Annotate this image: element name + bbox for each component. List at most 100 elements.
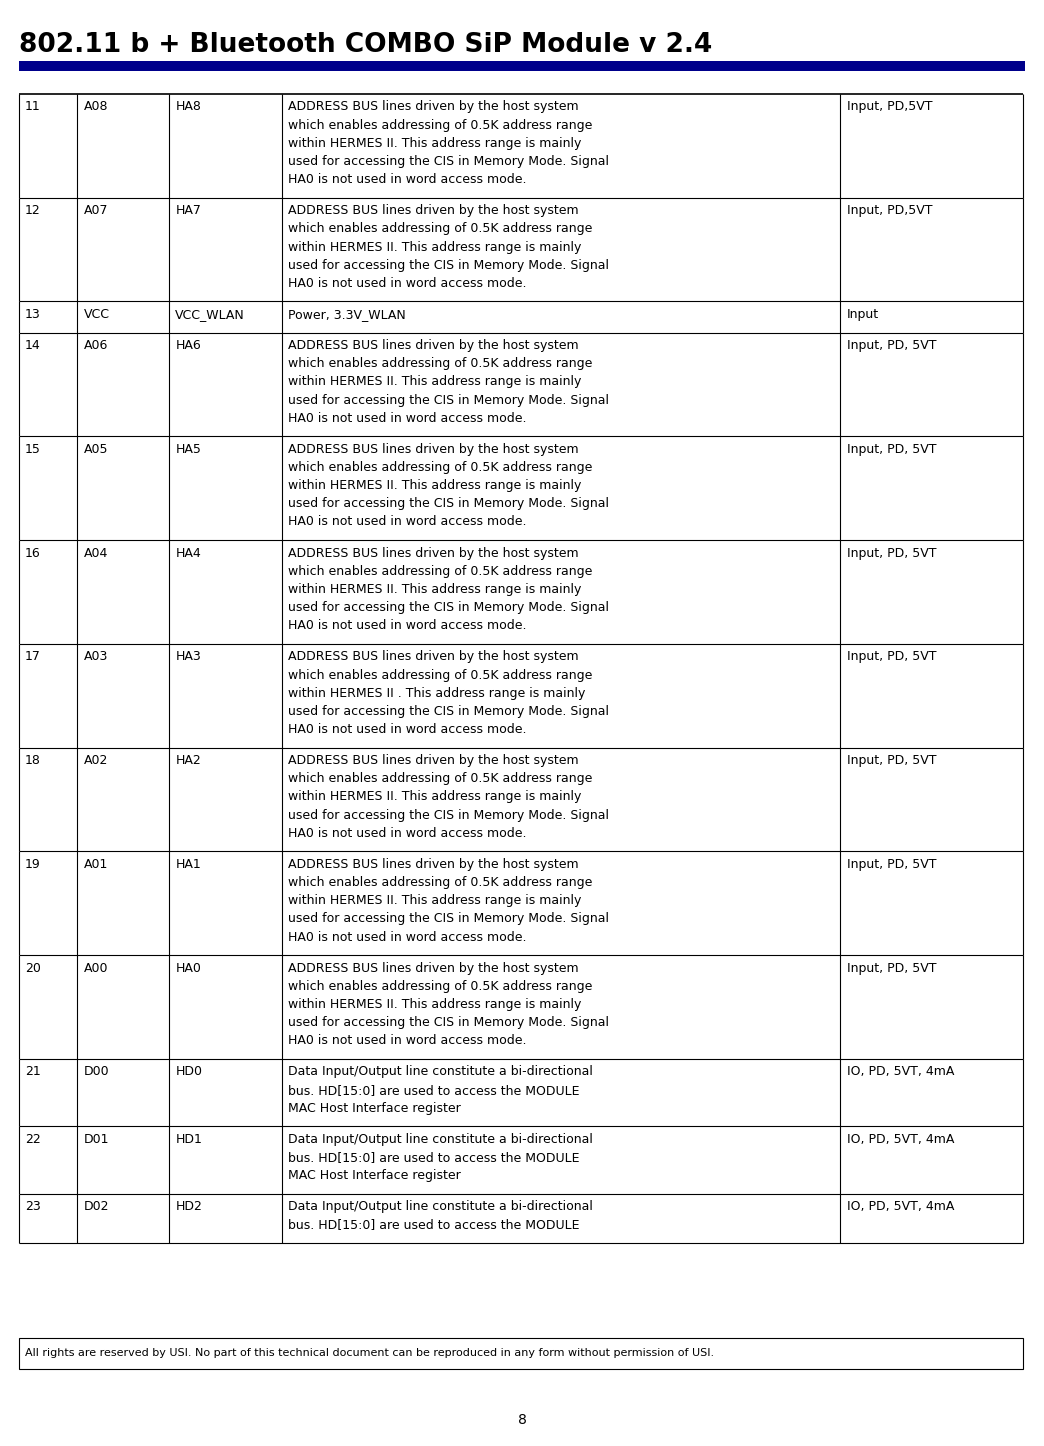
Text: HA8: HA8 xyxy=(175,100,201,113)
Text: within HERMES II. This address range is mainly: within HERMES II. This address range is … xyxy=(288,894,582,907)
Text: D02: D02 xyxy=(84,1200,109,1213)
Text: Data Input/Output line constitute a bi-directional: Data Input/Output line constitute a bi-d… xyxy=(288,1132,593,1145)
Bar xyxy=(19,1338,1023,1369)
Text: IO, PD, 5VT, 4mA: IO, PD, 5VT, 4mA xyxy=(847,1132,954,1145)
Text: which enables addressing of 0.5K address range: which enables addressing of 0.5K address… xyxy=(288,119,593,132)
Text: Input, PD, 5VT: Input, PD, 5VT xyxy=(847,340,936,353)
Text: HA0 is not used in word access mode.: HA0 is not used in word access mode. xyxy=(288,276,526,289)
Text: 15: 15 xyxy=(25,442,41,455)
Text: used for accessing the CIS in Memory Mode. Signal: used for accessing the CIS in Memory Mod… xyxy=(288,1017,609,1030)
Text: HA0: HA0 xyxy=(175,962,201,975)
Text: HA0 is not used in word access mode.: HA0 is not used in word access mode. xyxy=(288,619,526,632)
Text: HA5: HA5 xyxy=(175,442,201,455)
Text: Data Input/Output line constitute a bi-directional: Data Input/Output line constitute a bi-d… xyxy=(288,1200,593,1213)
Text: 16: 16 xyxy=(25,547,41,560)
Text: A02: A02 xyxy=(84,755,108,768)
Text: ADDRESS BUS lines driven by the host system: ADDRESS BUS lines driven by the host sys… xyxy=(288,340,578,353)
Text: 23: 23 xyxy=(25,1200,41,1213)
Text: ADDRESS BUS lines driven by the host system: ADDRESS BUS lines driven by the host sys… xyxy=(288,547,578,560)
Text: A00: A00 xyxy=(84,962,108,975)
Text: Input, PD,5VT: Input, PD,5VT xyxy=(847,204,932,217)
Text: used for accessing the CIS in Memory Mode. Signal: used for accessing the CIS in Memory Mod… xyxy=(288,393,609,406)
Text: which enables addressing of 0.5K address range: which enables addressing of 0.5K address… xyxy=(288,772,593,785)
Text: bus. HD[15:0] are used to access the MODULE: bus. HD[15:0] are used to access the MOD… xyxy=(288,1151,579,1164)
Text: Input, PD, 5VT: Input, PD, 5VT xyxy=(847,755,936,768)
Text: 17: 17 xyxy=(25,651,41,664)
Text: within HERMES II. This address range is mainly: within HERMES II. This address range is … xyxy=(288,240,582,253)
Bar xyxy=(19,61,1025,71)
Text: HA0 is not used in word access mode.: HA0 is not used in word access mode. xyxy=(288,1034,526,1047)
Text: Input, PD, 5VT: Input, PD, 5VT xyxy=(847,857,936,870)
Text: used for accessing the CIS in Memory Mode. Signal: used for accessing the CIS in Memory Mod… xyxy=(288,259,609,272)
Text: ADDRESS BUS lines driven by the host system: ADDRESS BUS lines driven by the host sys… xyxy=(288,442,578,455)
Text: HD1: HD1 xyxy=(175,1132,203,1145)
Text: within HERMES II. This address range is mainly: within HERMES II. This address range is … xyxy=(288,583,582,596)
Text: D00: D00 xyxy=(84,1066,110,1079)
Text: ADDRESS BUS lines driven by the host system: ADDRESS BUS lines driven by the host sys… xyxy=(288,962,578,975)
Text: within HERMES II. This address range is mainly: within HERMES II. This address range is … xyxy=(288,137,582,150)
Text: D01: D01 xyxy=(84,1132,109,1145)
Text: A01: A01 xyxy=(84,857,108,870)
Text: within HERMES II. This address range is mainly: within HERMES II. This address range is … xyxy=(288,479,582,492)
Text: A03: A03 xyxy=(84,651,108,664)
Text: which enables addressing of 0.5K address range: which enables addressing of 0.5K address… xyxy=(288,461,593,474)
Text: HA0 is not used in word access mode.: HA0 is not used in word access mode. xyxy=(288,723,526,736)
Text: bus. HD[15:0] are used to access the MODULE: bus. HD[15:0] are used to access the MOD… xyxy=(288,1083,579,1096)
Text: which enables addressing of 0.5K address range: which enables addressing of 0.5K address… xyxy=(288,668,593,681)
Text: ADDRESS BUS lines driven by the host system: ADDRESS BUS lines driven by the host sys… xyxy=(288,100,578,113)
Text: 12: 12 xyxy=(25,204,41,217)
Text: A08: A08 xyxy=(84,100,108,113)
Text: A04: A04 xyxy=(84,547,108,560)
Text: HA7: HA7 xyxy=(175,204,201,217)
Text: 20: 20 xyxy=(25,962,41,975)
Text: ADDRESS BUS lines driven by the host system: ADDRESS BUS lines driven by the host sys… xyxy=(288,857,578,870)
Text: HA0 is not used in word access mode.: HA0 is not used in word access mode. xyxy=(288,827,526,840)
Text: HA0 is not used in word access mode.: HA0 is not used in word access mode. xyxy=(288,515,526,528)
Text: which enables addressing of 0.5K address range: which enables addressing of 0.5K address… xyxy=(288,565,593,578)
Text: which enables addressing of 0.5K address range: which enables addressing of 0.5K address… xyxy=(288,357,593,370)
Text: ADDRESS BUS lines driven by the host system: ADDRESS BUS lines driven by the host sys… xyxy=(288,651,578,664)
Text: HA1: HA1 xyxy=(175,857,201,870)
Text: which enables addressing of 0.5K address range: which enables addressing of 0.5K address… xyxy=(288,223,593,236)
Text: within HERMES II. This address range is mainly: within HERMES II. This address range is … xyxy=(288,376,582,389)
Text: A05: A05 xyxy=(84,442,108,455)
Text: HD2: HD2 xyxy=(175,1200,203,1213)
Text: HA2: HA2 xyxy=(175,755,201,768)
Text: All rights are reserved by USI. No part of this technical document can be reprod: All rights are reserved by USI. No part … xyxy=(25,1349,714,1358)
Text: Input, PD, 5VT: Input, PD, 5VT xyxy=(847,547,936,560)
Text: 19: 19 xyxy=(25,857,41,870)
Text: HA3: HA3 xyxy=(175,651,201,664)
Text: within HERMES II . This address range is mainly: within HERMES II . This address range is… xyxy=(288,687,586,700)
Text: Input, PD, 5VT: Input, PD, 5VT xyxy=(847,651,936,664)
Text: A06: A06 xyxy=(84,340,108,353)
Text: VCC: VCC xyxy=(84,308,110,321)
Text: HA0 is not used in word access mode.: HA0 is not used in word access mode. xyxy=(288,174,526,187)
Text: 18: 18 xyxy=(25,755,41,768)
Text: used for accessing the CIS in Memory Mode. Signal: used for accessing the CIS in Memory Mod… xyxy=(288,808,609,821)
Text: 14: 14 xyxy=(25,340,41,353)
Text: bus. HD[15:0] are used to access the MODULE: bus. HD[15:0] are used to access the MOD… xyxy=(288,1219,579,1232)
Text: IO, PD, 5VT, 4mA: IO, PD, 5VT, 4mA xyxy=(847,1066,954,1079)
Text: Input, PD, 5VT: Input, PD, 5VT xyxy=(847,962,936,975)
Text: used for accessing the CIS in Memory Mode. Signal: used for accessing the CIS in Memory Mod… xyxy=(288,155,609,168)
Text: MAC Host Interface register: MAC Host Interface register xyxy=(288,1102,460,1115)
Text: HA0 is not used in word access mode.: HA0 is not used in word access mode. xyxy=(288,412,526,425)
Text: 13: 13 xyxy=(25,308,41,321)
Text: used for accessing the CIS in Memory Mode. Signal: used for accessing the CIS in Memory Mod… xyxy=(288,497,609,510)
Text: 802.11 b + Bluetooth COMBO SiP Module v 2.4: 802.11 b + Bluetooth COMBO SiP Module v … xyxy=(19,32,712,58)
Text: used for accessing the CIS in Memory Mode. Signal: used for accessing the CIS in Memory Mod… xyxy=(288,602,609,615)
Text: Input: Input xyxy=(847,308,879,321)
Text: MAC Host Interface register: MAC Host Interface register xyxy=(288,1170,460,1183)
Text: used for accessing the CIS in Memory Mode. Signal: used for accessing the CIS in Memory Mod… xyxy=(288,912,609,925)
Text: Input, PD,5VT: Input, PD,5VT xyxy=(847,100,932,113)
Text: VCC_WLAN: VCC_WLAN xyxy=(175,308,245,321)
Text: 11: 11 xyxy=(25,100,41,113)
Text: used for accessing the CIS in Memory Mode. Signal: used for accessing the CIS in Memory Mod… xyxy=(288,704,609,717)
Text: HA4: HA4 xyxy=(175,547,201,560)
Text: HD0: HD0 xyxy=(175,1066,203,1079)
Text: ADDRESS BUS lines driven by the host system: ADDRESS BUS lines driven by the host sys… xyxy=(288,204,578,217)
Text: IO, PD, 5VT, 4mA: IO, PD, 5VT, 4mA xyxy=(847,1200,954,1213)
Text: Input, PD, 5VT: Input, PD, 5VT xyxy=(847,442,936,455)
Text: 22: 22 xyxy=(25,1132,41,1145)
Text: 8: 8 xyxy=(518,1413,526,1427)
